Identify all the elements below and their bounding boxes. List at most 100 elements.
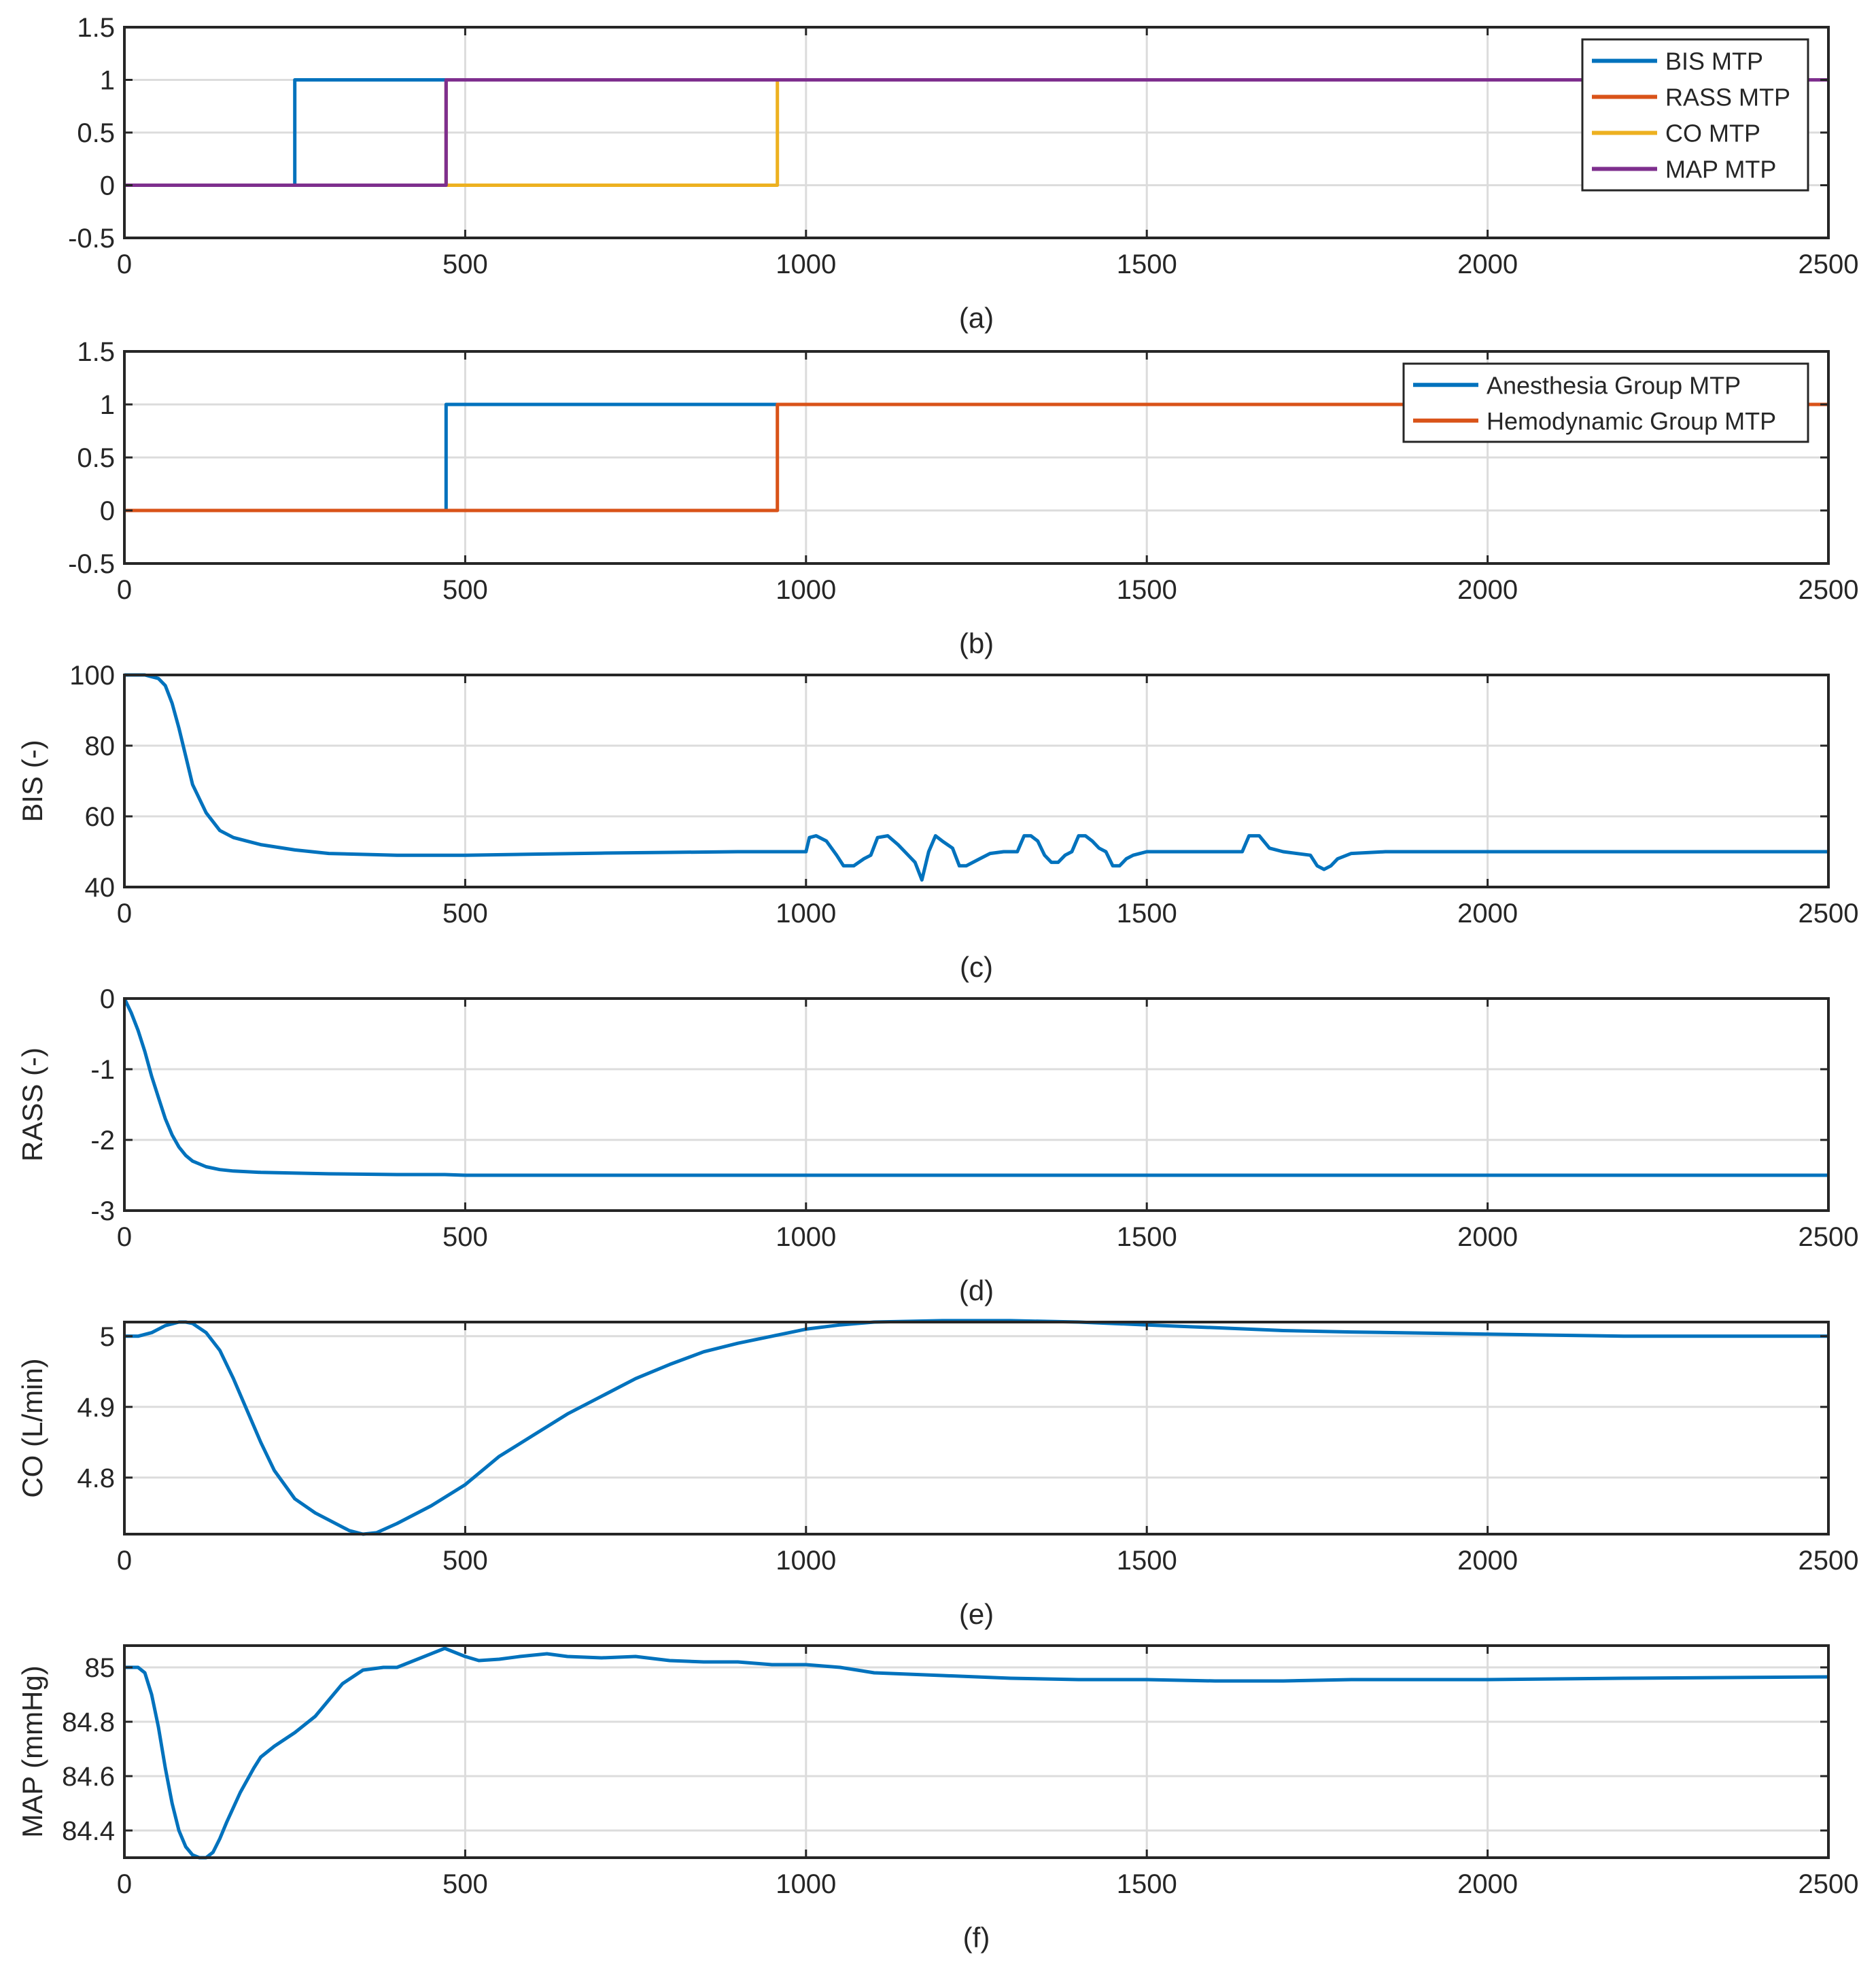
panel-b-series-hemodynamic-group-mtp xyxy=(124,402,1828,513)
panel-a: 0 500 1000 1500 2000 2500-0.500.511.5(a)BIS M… xyxy=(68,13,1858,334)
panel-e-plot-area xyxy=(124,1322,1828,1534)
panel-a-ytick-label-2: 0.5 xyxy=(77,118,115,148)
panel-a-xtick-label-0: 0 xyxy=(117,249,132,279)
panel-e-ylabel: CO (L/min) xyxy=(16,1358,48,1497)
panel-f-plot-area xyxy=(124,1646,1828,1858)
panel-f-xtick-label-5: 2500 xyxy=(1799,1869,1859,1899)
panel-a-ytick-label-1: 0 xyxy=(100,171,115,201)
panel-f-xtick-label-3: 1500 xyxy=(1117,1869,1177,1899)
panel-b-xtick-label-1: 500 xyxy=(442,575,488,605)
panel-d-caption: (d) xyxy=(959,1274,994,1306)
panel-b-legend-label-0: Anesthesia Group MTP xyxy=(1487,371,1741,399)
panel-a-legend-label-1: RASS MTP xyxy=(1665,84,1790,111)
panel-b-xtick-label-0: 0 xyxy=(117,575,132,605)
panel-d-xtick-label-2: 1000 xyxy=(776,1222,836,1252)
panel-e-xtick-label-0: 0 xyxy=(117,1546,132,1576)
panel-a-xtick-label-1: 500 xyxy=(442,249,488,279)
panel-c-xtick-label-4: 2000 xyxy=(1457,899,1518,929)
panel-e-ytick-label-0: 4.8 xyxy=(77,1463,115,1493)
panel-d-xtick-label-0: 0 xyxy=(117,1222,132,1252)
panel-d-xtick-label-5: 2500 xyxy=(1799,1222,1859,1252)
panel-c-xtick-label-1: 500 xyxy=(442,899,488,929)
panel-e-ytick-label-2: 5 xyxy=(100,1322,115,1352)
panel-c-xtick-label-5: 2500 xyxy=(1799,899,1859,929)
panel-e-co: 0 500 1000 1500 2000 2500 4.8 4.9 5 CO (L/min) (e) xyxy=(16,1319,1859,1630)
panel-a-legend-box xyxy=(1581,38,1809,192)
panel-d-plot-area xyxy=(124,999,1828,1211)
panel-d-ytick-label-1: -2 xyxy=(90,1126,115,1156)
panel-c-ytick-label-3: 100 xyxy=(69,661,115,691)
panel-a-xtick-label-5: 2500 xyxy=(1799,249,1859,279)
panel-c-ylabel: BIS (-) xyxy=(16,740,48,822)
panel-f-axes-box xyxy=(123,1644,1830,1859)
panel-d-ytick-label-0: -3 xyxy=(90,1196,115,1226)
panel-e-xtick-label-1: 500 xyxy=(442,1546,488,1576)
panel-b-ytick-label-0: -0.5 xyxy=(68,549,115,579)
panel-a-legend-label-2: CO MTP xyxy=(1665,120,1760,148)
panel-c-xtick-label-0: 0 xyxy=(117,899,132,929)
panel-f-xtick-label-1: 500 xyxy=(442,1869,488,1899)
panel-b-xtick-label-4: 2000 xyxy=(1457,575,1518,605)
panel-d-ytick-label-3: 0 xyxy=(100,984,115,1014)
panel-f-caption: (f) xyxy=(963,1922,990,1954)
panel-c-ytick-label-2: 80 xyxy=(85,731,116,761)
panel-d-ytick-label-2: -1 xyxy=(90,1055,115,1085)
panel-b-caption: (b) xyxy=(959,627,994,659)
panel-b-ytick-label-4: 1.5 xyxy=(77,337,115,367)
panel-c-axes-box xyxy=(123,674,1830,888)
panel-e-caption: (e) xyxy=(959,1598,994,1630)
panel-f-map: 0 500 1000 1500 2000 2500 84.4 84.6 84.8 85 MAP (m… xyxy=(16,1644,1859,1954)
panel-f-ytick-label-3: 85 xyxy=(85,1653,116,1683)
panel-b: 0 500 1000 1500 2000 2500-0.500.511.5(b)Anest… xyxy=(68,337,1858,659)
panel-a-xtick-label-3: 1500 xyxy=(1117,249,1177,279)
panel-b-xtick-label-2: 1000 xyxy=(776,575,836,605)
panel-d-series-rass xyxy=(122,997,1828,1177)
panel-f-ylabel: MAP (mmHg) xyxy=(16,1665,48,1838)
panel-e-xtick-label-2: 1000 xyxy=(776,1546,836,1576)
panel-e-xtick-label-3: 1500 xyxy=(1117,1546,1177,1576)
panel-c-xtick-label-2: 1000 xyxy=(776,899,836,929)
panel-b-xtick-label-3: 1500 xyxy=(1117,575,1177,605)
panel-c-ytick-label-1: 60 xyxy=(85,802,116,832)
panel-b-ytick-label-1: 0 xyxy=(100,496,115,526)
panel-d-xtick-label-3: 1500 xyxy=(1117,1222,1177,1252)
panel-d-xtick-label-4: 2000 xyxy=(1457,1222,1518,1252)
panel-b-legend: Anesthesia Group MTP Hemodynamic Group MT… xyxy=(1402,362,1809,443)
panel-f-ytick-label-0: 84.4 xyxy=(62,1816,115,1846)
panel-a-legend-label-3: MAP MTP xyxy=(1665,156,1776,184)
panel-d-ylabel: RASS (-) xyxy=(16,1047,48,1162)
panel-d-rass: 0 500 1000 1500 2000 2500 -3 -2 -1 0 RASS (-) (d) xyxy=(16,984,1858,1306)
panel-e-xtick-label-4: 2000 xyxy=(1457,1546,1518,1576)
panel-a-xtick-label-4: 2000 xyxy=(1457,249,1518,279)
panel-a-ytick-label-3: 1 xyxy=(100,66,115,96)
panel-d-xtick-label-1: 500 xyxy=(442,1222,488,1252)
panel-f-xtick-label-2: 1000 xyxy=(776,1869,836,1899)
panel-a-ytick-label-0: -0.5 xyxy=(68,224,115,254)
panel-a-ytick-label-4: 1.5 xyxy=(77,13,115,43)
panel-c-caption: (c) xyxy=(960,951,993,983)
panel-a-legend: BIS MTP RASS MTP CO MTP MAP MTP xyxy=(1581,38,1809,192)
panel-f-ytick-label-1: 84.6 xyxy=(62,1762,115,1792)
panel-c-bis: 0 500 1000 1500 2000 2500 40 60 80 100 BIS (-) (c) xyxy=(16,661,1858,983)
panel-e-axes-box xyxy=(123,1321,1830,1535)
panel-b-ytick-label-3: 1 xyxy=(100,390,115,420)
panel-c-xtick-label-3: 1500 xyxy=(1117,899,1177,929)
panel-c-series-bis xyxy=(124,673,1828,882)
panel-b-ytick-label-2: 0.5 xyxy=(77,443,115,473)
panel-a-legend-label-0: BIS MTP xyxy=(1665,48,1763,75)
panel-f-series-map xyxy=(124,1646,1829,1860)
panel-b-legend-box xyxy=(1402,362,1809,443)
panel-c-ytick-label-0: 40 xyxy=(85,873,116,903)
panel-e-ytick-label-1: 4.9 xyxy=(77,1393,115,1423)
panel-b-xtick-label-5: 2500 xyxy=(1799,575,1859,605)
panel-f-xtick-label-4: 2000 xyxy=(1457,1869,1518,1899)
panel-a-caption: (a) xyxy=(959,302,994,334)
panel-b-legend-label-1: Hemodynamic Group MTP xyxy=(1487,407,1776,435)
panel-f-ytick-label-2: 84.8 xyxy=(62,1707,115,1737)
panel-f-xtick-label-0: 0 xyxy=(117,1869,132,1899)
panel-d-axes-box xyxy=(123,997,1830,1212)
panel-a-xtick-label-2: 1000 xyxy=(776,249,836,279)
panel-a-series-map-mtp xyxy=(124,78,1828,187)
panel-e-xtick-label-5: 2500 xyxy=(1799,1546,1859,1576)
